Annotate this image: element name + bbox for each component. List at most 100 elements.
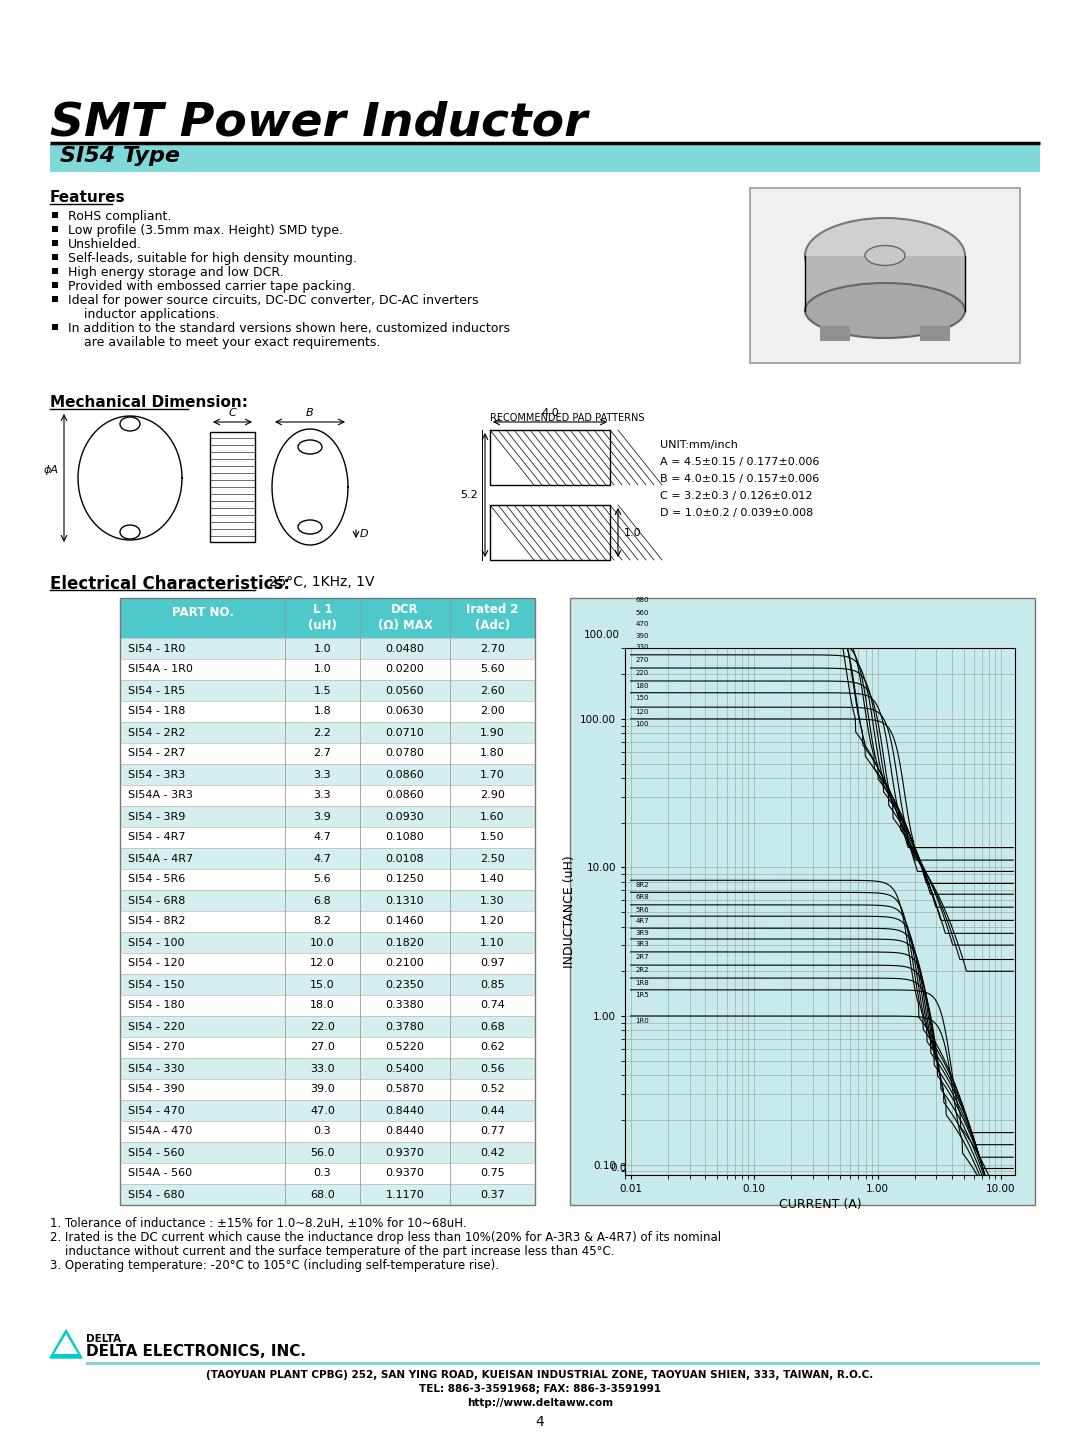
Text: Irated 2: Irated 2 xyxy=(467,603,518,615)
Text: SI54 - 100: SI54 - 100 xyxy=(129,938,185,948)
Text: A = 4.5±0.15 / 0.177±0.006: A = 4.5±0.15 / 0.177±0.006 xyxy=(660,457,820,467)
Bar xyxy=(120,722,535,743)
Text: SMT Power Inductor: SMT Power Inductor xyxy=(50,101,588,145)
Text: 0.3380: 0.3380 xyxy=(386,1001,424,1011)
Text: C = 3.2±0.3 / 0.126±0.012: C = 3.2±0.3 / 0.126±0.012 xyxy=(660,490,812,500)
Text: SI54 - 2R7: SI54 - 2R7 xyxy=(129,749,186,758)
Text: 0.85: 0.85 xyxy=(481,979,504,989)
Text: 0.0108: 0.0108 xyxy=(386,854,424,863)
Text: 0.8440: 0.8440 xyxy=(386,1126,424,1136)
Text: 0.52: 0.52 xyxy=(481,1084,504,1094)
Text: 0.0200: 0.0200 xyxy=(386,664,424,674)
Text: SI54 - 560: SI54 - 560 xyxy=(129,1148,185,1158)
Text: 0.0630: 0.0630 xyxy=(386,706,424,716)
Text: SI54 - 330: SI54 - 330 xyxy=(129,1064,185,1074)
Text: inductor applications.: inductor applications. xyxy=(68,308,219,321)
Text: 0.0860: 0.0860 xyxy=(386,791,424,801)
Text: 100: 100 xyxy=(636,720,649,726)
Text: SI54 - 1R8: SI54 - 1R8 xyxy=(129,706,186,716)
Text: 0.77: 0.77 xyxy=(481,1126,505,1136)
Bar xyxy=(52,226,58,232)
Bar xyxy=(920,325,950,341)
X-axis label: CURRENT (A): CURRENT (A) xyxy=(779,1198,862,1211)
Text: (TAOYUAN PLANT CPBG) 252, SAN YING ROAD, KUEISAN INDUSTRIAL ZONE, TAOYUAN SHIEN,: (TAOYUAN PLANT CPBG) 252, SAN YING ROAD,… xyxy=(206,1370,874,1380)
Bar xyxy=(120,1142,535,1163)
Text: 1.0: 1.0 xyxy=(313,664,332,674)
Text: PART NO.: PART NO. xyxy=(172,605,233,618)
Text: 5R6: 5R6 xyxy=(636,907,649,913)
Text: 0.56: 0.56 xyxy=(481,1064,504,1074)
Text: Ideal for power source circuits, DC-DC converter, DC-AC inverters: Ideal for power source circuits, DC-DC c… xyxy=(68,293,478,306)
Text: 1.0: 1.0 xyxy=(624,528,642,538)
Text: DELTA ELECTRONICS, INC.: DELTA ELECTRONICS, INC. xyxy=(86,1345,306,1359)
Text: 0.9370: 0.9370 xyxy=(386,1148,424,1158)
Text: 0.97: 0.97 xyxy=(481,959,505,969)
Text: 0.0710: 0.0710 xyxy=(386,728,424,738)
Bar xyxy=(120,1078,535,1100)
Bar xyxy=(120,807,535,827)
Text: SI54 - 4R7: SI54 - 4R7 xyxy=(129,833,186,843)
Text: SI54 - 3R9: SI54 - 3R9 xyxy=(129,811,186,821)
Text: 0.8440: 0.8440 xyxy=(386,1106,424,1116)
Text: SI54 - 3R3: SI54 - 3R3 xyxy=(129,769,186,779)
Text: 0.62: 0.62 xyxy=(481,1043,504,1053)
Text: 0.9370: 0.9370 xyxy=(386,1169,424,1179)
Text: 0.1820: 0.1820 xyxy=(386,938,424,948)
Text: Low profile (3.5mm max. Height) SMD type.: Low profile (3.5mm max. Height) SMD type… xyxy=(68,224,343,237)
Text: ϕA: ϕA xyxy=(44,464,59,475)
Bar xyxy=(52,296,58,302)
Text: 120: 120 xyxy=(636,709,649,715)
Bar xyxy=(570,598,1035,1205)
Text: 10.0: 10.0 xyxy=(310,938,335,948)
Text: UNIT:mm/inch: UNIT:mm/inch xyxy=(660,440,738,450)
Text: SI54 - 120: SI54 - 120 xyxy=(129,959,185,969)
Bar xyxy=(120,680,535,700)
Text: (Ω) MAX: (Ω) MAX xyxy=(378,618,432,631)
Text: 1.50: 1.50 xyxy=(481,833,504,843)
Text: SI54 - 5R6: SI54 - 5R6 xyxy=(129,874,186,884)
Ellipse shape xyxy=(805,219,966,293)
Bar xyxy=(120,869,535,890)
Text: High energy storage and low DCR.: High energy storage and low DCR. xyxy=(68,266,284,279)
Bar xyxy=(120,700,535,722)
Text: 0.5870: 0.5870 xyxy=(386,1084,424,1094)
Text: 5.60: 5.60 xyxy=(481,664,504,674)
Text: 1.90: 1.90 xyxy=(481,728,504,738)
Text: 0.5400: 0.5400 xyxy=(386,1064,424,1074)
Text: 220: 220 xyxy=(636,670,649,676)
Bar xyxy=(86,1362,1040,1365)
Text: B: B xyxy=(307,408,314,418)
Text: 330: 330 xyxy=(636,644,649,650)
Bar xyxy=(52,324,58,329)
Text: SI54 - 6R8: SI54 - 6R8 xyxy=(129,896,186,906)
Bar xyxy=(120,598,535,1205)
Text: Mechanical Dimension:: Mechanical Dimension: xyxy=(50,395,248,410)
Text: 0.37: 0.37 xyxy=(481,1189,504,1199)
Text: RECOMMENDED PAD PATTERNS: RECOMMENDED PAD PATTERNS xyxy=(490,413,645,423)
Text: 1.70: 1.70 xyxy=(481,769,504,779)
Bar xyxy=(120,764,535,785)
Text: 1.1170: 1.1170 xyxy=(386,1189,424,1199)
Text: 1R8: 1R8 xyxy=(636,981,649,986)
Text: 6.8: 6.8 xyxy=(313,896,332,906)
Text: 56.0: 56.0 xyxy=(310,1148,335,1158)
Text: 5.2: 5.2 xyxy=(460,490,478,500)
Text: 8.2: 8.2 xyxy=(313,916,332,926)
Text: RoHS compliant.: RoHS compliant. xyxy=(68,210,172,223)
Bar xyxy=(120,659,535,680)
Bar xyxy=(52,211,58,219)
Text: SI54 - 470: SI54 - 470 xyxy=(129,1106,185,1116)
Text: SI54A - 4R7: SI54A - 4R7 xyxy=(129,854,193,863)
Text: SI54A - 560: SI54A - 560 xyxy=(129,1169,192,1179)
Text: 0.0780: 0.0780 xyxy=(386,749,424,758)
Bar xyxy=(490,430,610,485)
Bar xyxy=(120,1122,535,1142)
Ellipse shape xyxy=(298,521,322,533)
Text: 12.0: 12.0 xyxy=(310,959,335,969)
Text: 0.3: 0.3 xyxy=(313,1126,332,1136)
Bar xyxy=(120,1163,535,1183)
Text: SI54 - 150: SI54 - 150 xyxy=(129,979,185,989)
Ellipse shape xyxy=(805,283,966,338)
Text: L 1: L 1 xyxy=(312,603,333,615)
Bar xyxy=(805,256,966,311)
